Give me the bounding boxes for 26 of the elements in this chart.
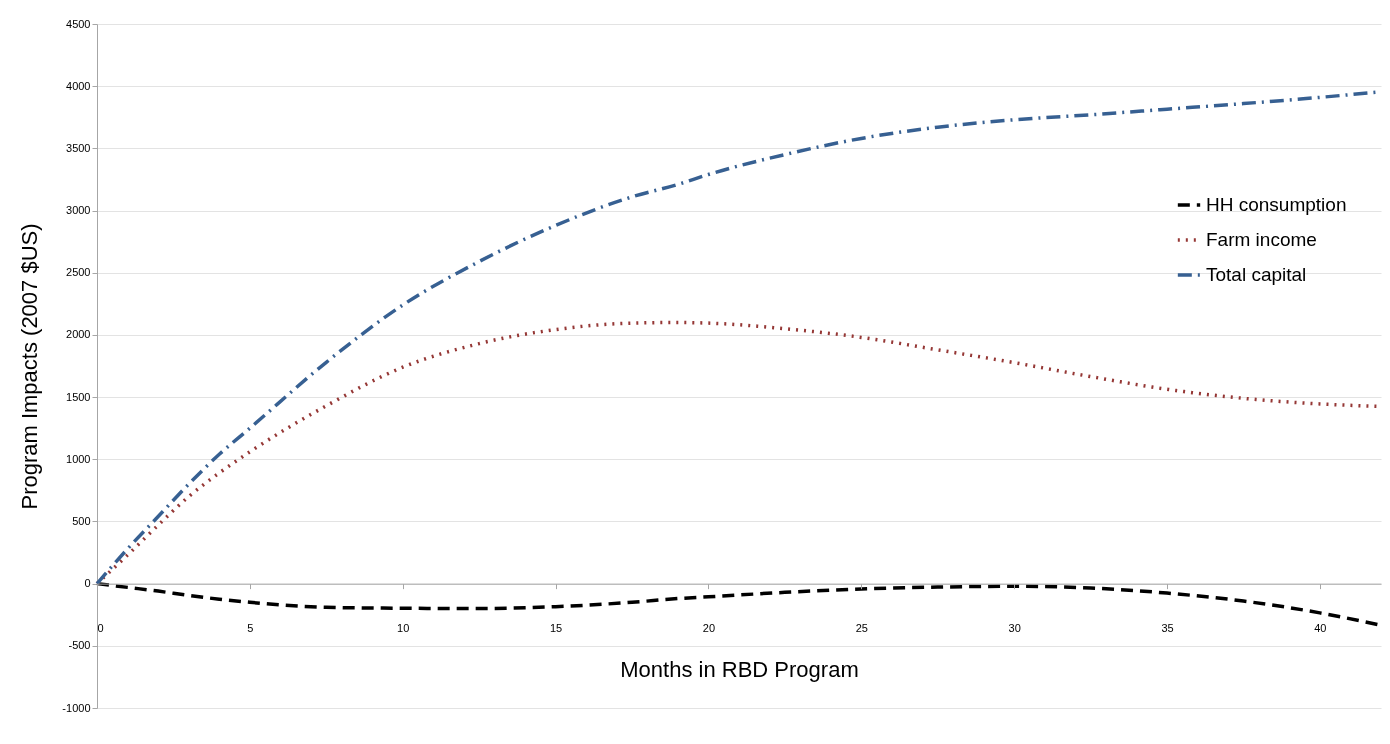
x-tick-label: 10	[397, 622, 410, 635]
x-axis-title: Months in RBD Program	[620, 657, 859, 683]
y-tick-label: 3000	[66, 204, 91, 217]
y-axis-title: Program Impacts (2007 $US)	[17, 223, 43, 510]
y-tick-label: -1000	[62, 701, 91, 714]
x-tick-label: 15	[549, 622, 563, 635]
x-tick-label: 25	[855, 622, 868, 635]
legend-label: Farm income	[1206, 229, 1317, 250]
x-tick-label: 35	[1161, 622, 1174, 635]
x-tick-label: 30	[1008, 622, 1021, 635]
y-tick-label: 0	[84, 577, 91, 590]
legend-label: Total capital	[1206, 264, 1307, 285]
x-tick-label: 5	[247, 622, 254, 635]
legend-label: HH consumption	[1206, 194, 1347, 215]
y-tick-label: 1500	[66, 390, 91, 403]
x-tick-label: 20	[702, 622, 716, 635]
x-tick-label: 0	[97, 622, 104, 635]
y-tick-label: 3500	[66, 141, 91, 154]
y-tick-label: 1000	[66, 452, 91, 465]
y-tick-label: 4000	[66, 79, 91, 92]
y-tick-label: -500	[68, 639, 91, 652]
y-tick-label: 2500	[66, 266, 91, 279]
x-tick-label: 40	[1314, 622, 1327, 635]
y-tick-label: 500	[72, 514, 91, 527]
y-tick-label: 4500	[66, 17, 91, 30]
y-tick-label: 2000	[66, 328, 91, 341]
